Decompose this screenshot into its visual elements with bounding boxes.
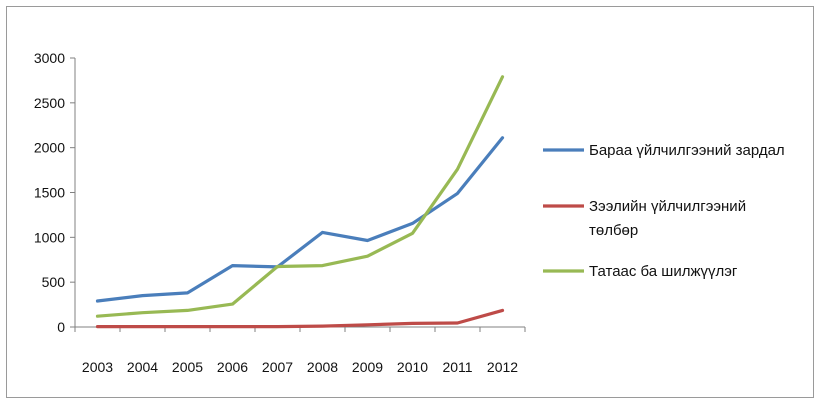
y-tick-label: 3000	[34, 50, 65, 66]
chart-frame	[6, 6, 814, 398]
y-tick-label: 1500	[34, 185, 65, 201]
series-3-point	[186, 309, 189, 312]
x-tick-label: 2010	[397, 359, 428, 375]
series-1-point	[96, 299, 99, 303]
y-tick-label: 2500	[34, 95, 65, 111]
series-1-point	[321, 231, 324, 234]
series-1-point	[411, 222, 414, 225]
series-2-point	[186, 325, 189, 328]
series-2-point	[276, 325, 279, 328]
legend-label-1: Бараа үйлчилгээний зардал	[589, 142, 785, 159]
series-2-point	[321, 324, 324, 328]
y-tick-label: 500	[42, 274, 66, 290]
series-2-point	[366, 323, 369, 326]
y-tick-label: 0	[57, 319, 65, 335]
series-2-point	[231, 325, 234, 328]
series-line-2	[95, 308, 505, 329]
series-3-point	[366, 254, 369, 258]
series-3-point	[411, 232, 414, 235]
series-2-point	[141, 325, 144, 328]
x-tick-label: 2012	[487, 359, 518, 375]
x-tick-label: 2004	[127, 359, 158, 375]
x-tick-label: 2008	[307, 359, 338, 375]
series-3-point	[141, 311, 144, 314]
x-tick-label: 2006	[217, 359, 248, 375]
series-1-point	[231, 264, 234, 267]
series-line-3	[95, 75, 505, 318]
legend-label-3: Татаас ба шилжүүлэг	[589, 263, 738, 280]
series-2-point	[411, 322, 414, 325]
series-1-point	[501, 136, 504, 140]
series-3-point	[231, 302, 234, 306]
chart-axes: 0 500 1000 1500 2000 2500 3000 2003 2004 2005 2006…	[34, 50, 526, 375]
series-1-point	[141, 294, 144, 297]
series-3-point	[321, 264, 324, 267]
x-tick-label: 2007	[262, 359, 293, 375]
legend-label-2: Зээлийн үйлчилгээний	[589, 198, 746, 215]
x-tick-label: 2009	[352, 359, 383, 375]
series-1-point	[366, 239, 369, 242]
x-tick-label: 2003	[82, 359, 113, 375]
legend-label-2: төлбөр	[589, 222, 638, 239]
series-2-point	[456, 321, 459, 325]
y-tick-label: 1000	[34, 229, 65, 245]
x-tick-label: 2011	[442, 359, 472, 375]
series-3-point	[276, 265, 279, 268]
series-1-point	[186, 291, 189, 295]
y-tick-label: 2000	[34, 140, 65, 156]
chart-legend: Бараа үйлчилгээний зардал Зээлийн үйлчилг…	[543, 142, 785, 280]
series-2-point	[96, 325, 99, 328]
series-3-point	[501, 75, 504, 79]
x-tick-label: 2005	[172, 359, 203, 375]
series-line-1	[95, 136, 505, 303]
chart-series-lines	[95, 75, 505, 329]
series-3-point	[96, 315, 99, 318]
series-2-point	[501, 309, 504, 312]
series-3-point	[456, 167, 459, 171]
series-1-point	[456, 192, 459, 195]
